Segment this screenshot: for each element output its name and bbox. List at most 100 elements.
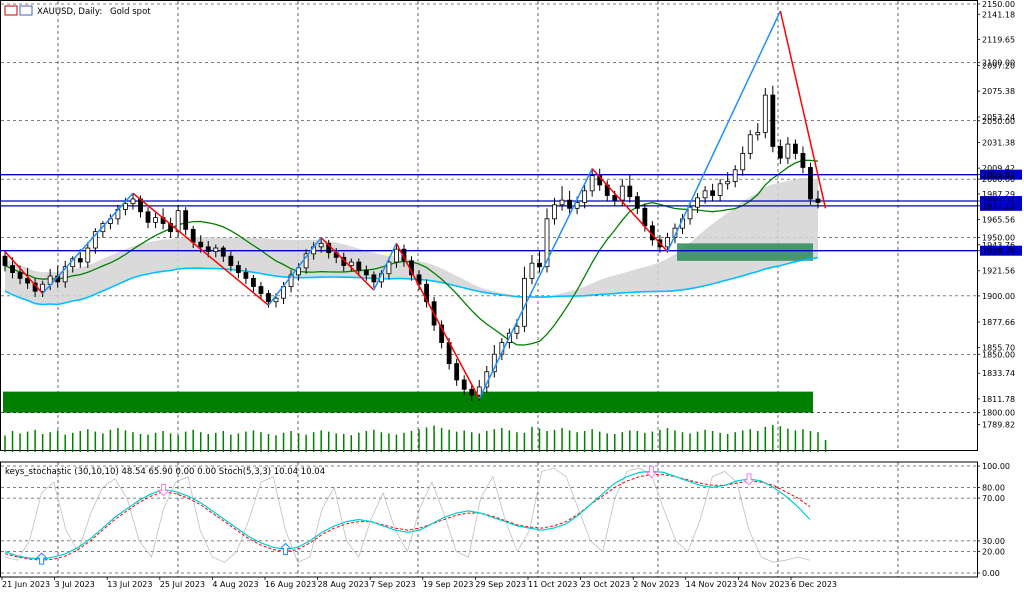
date-tick-label: 16 Aug 2023 [265,580,316,589]
buy-arrow-icon [279,542,292,555]
candle-up [559,199,565,206]
stochastic-tick-label: 80.00 [982,483,1005,492]
date-tick-label: 3 Jul 2023 [55,580,95,589]
stochastic-tick-label: 30.00 [982,537,1005,546]
price-tick-label: 1950.00 [982,234,1015,243]
price-zones [3,243,813,413]
date-tick-label: 19 Sep 2023 [423,580,474,589]
price-tick-label: 2097.20 [982,62,1015,71]
candle-up [589,175,595,192]
date-tick-label: 4 Aug 2023 [212,580,258,589]
date-tick-label: 28 Aug 2023 [318,580,369,589]
stochastic-tick-label: 20.00 [982,548,1005,557]
zigzag-segment [779,10,827,209]
price-tick-label: 2150.00 [982,0,1015,9]
candle-up [213,247,219,252]
candle-down [2,255,8,266]
candle-down [793,143,798,154]
candle-up [665,237,670,248]
sell-arrow-icon [645,465,658,479]
candle-up [288,274,294,287]
date-tick-label: 13 Jul 2023 [107,580,152,589]
candle-up [92,231,98,249]
zigzag-segment [591,168,668,253]
candle-down [800,153,806,168]
teal-zone [677,243,813,261]
price-tick-label: 2003.82 [982,171,1015,180]
price-tick-label: 1900.00 [982,292,1015,301]
stochastic-tick-label: 100.00 [982,462,1010,471]
candle-up [175,210,181,233]
stochastic-tick-label: 0.00 [982,569,1000,578]
candle-up [130,198,136,205]
candle-up [747,134,753,154]
chart-settings-icon[interactable] [19,5,33,16]
price-tick-label: 1811.78 [982,395,1015,404]
candle-up [62,266,68,283]
price-tick-label: 2009.42 [982,164,1015,173]
candle-up [40,283,46,292]
stochastic-tick-label: 70.00 [982,494,1005,503]
candle-down [243,272,249,279]
candle-down [258,286,264,294]
stochastic-main-line [4,470,811,560]
date-tick-label: 23 Oct 2023 [581,580,630,589]
candle-down [597,175,603,186]
candle-up [582,190,588,203]
candle-down [266,293,271,303]
price-tick-label: 1789.82 [982,421,1015,430]
candle-down [424,283,429,303]
price-tick-label: 1877.66 [982,318,1015,327]
symbol-label: XAUUSD, Daily: [37,7,102,17]
price-tick-label: 1943.76 [982,241,1015,250]
stochastic-panel: 100.00 80.00 70.00 30.00 20.00 0.00 [1,462,1010,578]
price-tick-label: 1850.00 [982,350,1015,359]
zigzag-segment [320,236,375,291]
candle-down [145,211,151,223]
candle-down [198,241,204,248]
buy-arrow-icon [35,552,48,565]
candle-down [461,379,467,390]
zigzag-segment [132,192,269,306]
candle-down [220,247,226,257]
candle-up [153,217,158,223]
date-tick-label: 14 Nov 2023 [686,580,737,589]
candle-down [25,277,30,284]
candle-down [205,246,211,252]
ichimoku-cloud [5,177,818,305]
candle-down [77,258,83,263]
candle-down [469,388,475,396]
date-tick-label: 7 Sep 2023 [370,580,416,589]
date-tick-label: 11 Oct 2023 [528,580,577,589]
candle-up [762,94,768,133]
zigzag-segment [267,237,322,306]
candle-up [687,206,693,220]
candle-up [695,197,700,208]
price-tick-label: 2031.38 [982,138,1015,147]
candle-down [17,272,23,279]
grid [0,0,978,578]
price-tick-label: 1938.70 [982,247,1015,256]
price-label-badge [980,169,1022,180]
price-tick-label: 2141.18 [982,10,1015,19]
zigzag-segment [4,251,44,295]
candle-down [454,363,460,381]
zigzag-segment [373,243,398,291]
candle-up [619,185,625,201]
candle-up [85,247,91,263]
candle-up [386,261,392,275]
sell-arrow-icon [157,484,170,497]
price-tick-label: 1987.29 [982,190,1015,199]
price-tick-label: 2053.24 [982,113,1015,122]
candle-down [190,228,196,243]
cloud-area [5,177,818,305]
date-tick-label: 25 Jul 2023 [160,580,205,589]
price-label-badge [980,245,1022,256]
chart-icon[interactable] [4,5,18,16]
sell-arrow-icon [742,473,756,486]
demand-zone [3,391,813,413]
chart-header: XAUUSD, Daily: Gold spot [4,5,151,17]
candle-up [394,248,399,263]
price-label-badge [980,200,1022,211]
